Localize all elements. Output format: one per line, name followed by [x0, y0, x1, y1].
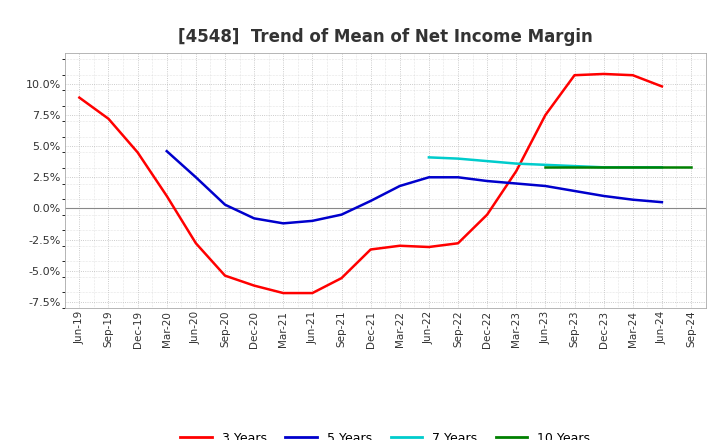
Legend: 3 Years, 5 Years, 7 Years, 10 Years: 3 Years, 5 Years, 7 Years, 10 Years [176, 427, 595, 440]
Title: [4548]  Trend of Mean of Net Income Margin: [4548] Trend of Mean of Net Income Margi… [178, 28, 593, 46]
